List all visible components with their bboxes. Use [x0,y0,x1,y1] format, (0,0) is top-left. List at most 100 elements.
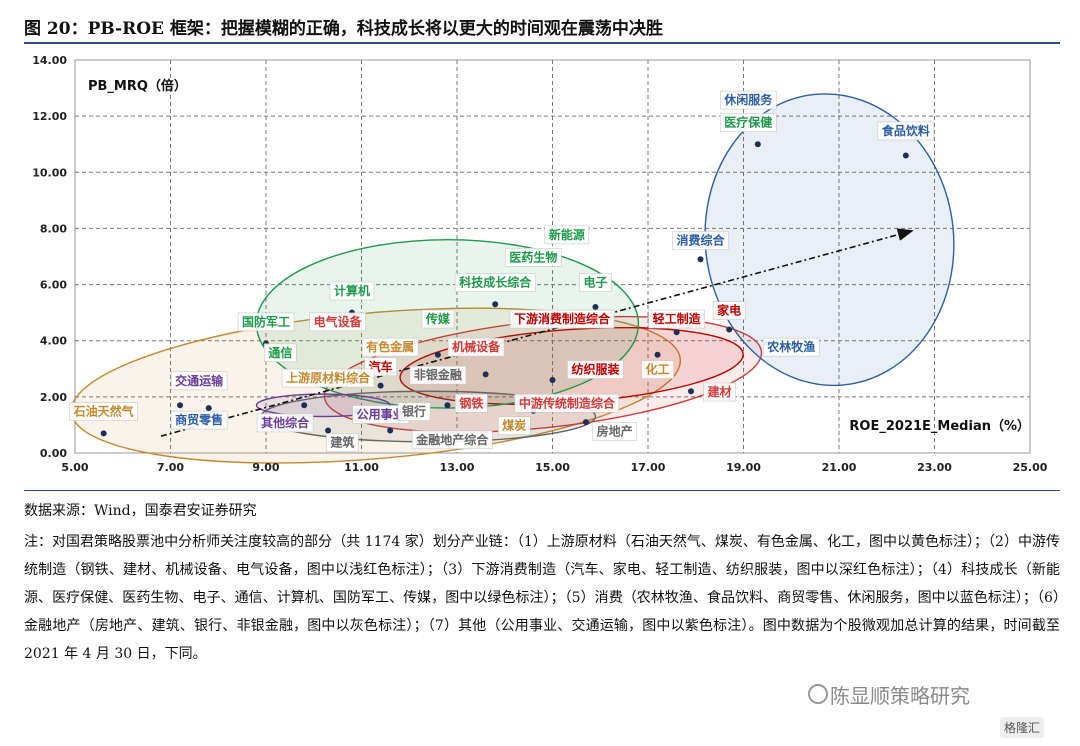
y-tick-label: 6.00 [40,279,67,292]
data-label: 金融地产综合 [415,432,489,447]
data-point [592,304,599,311]
data-label-box [544,225,590,245]
data-label-box [762,337,820,357]
x-tick-label: 25.00 [1013,461,1048,474]
data-point [377,382,384,389]
data-point [444,402,451,409]
data-label: 石油天然气 [73,404,134,419]
data-label-box [411,430,493,450]
data-label: 家电 [717,303,741,318]
footnote: 注：对国君策略股票池中分析师关注度较高的部分（共 1174 家）划分产业链：（1… [24,534,1060,662]
data-label: 通信 [268,345,292,360]
data-point [205,405,212,412]
x-tick-label: 13.00 [440,461,475,474]
data-label-box [170,371,228,391]
data-label-box [505,248,562,267]
pb-roe-scatter-chart: 5.00 7.00 9.00 11.00 13.00 15.00 17.00 19.00 21.… [32,54,1048,474]
y-tick-label: 8.00 [40,222,67,235]
data-label: 纺织服装 [571,362,619,377]
data-label-box [497,416,531,436]
data-label-box [454,273,536,292]
data-label: 银行 [402,404,426,419]
data-point [654,351,661,358]
x-tick-label: 7.00 [157,461,184,474]
data-label-box [641,360,674,379]
data-point [902,152,909,159]
data-label: 休闲服务 [723,92,773,107]
data-point [482,371,489,378]
data-label: 房地产 [597,423,633,438]
data-point [434,351,441,358]
data-label-box [237,312,295,332]
data-label: 钢铁 [459,395,483,410]
data-label-box [579,273,612,292]
data-point [492,301,499,308]
data-label-box [329,281,375,301]
y-tick-label: 0.00 [40,447,67,460]
data-label: 上游原材料综合 [286,370,371,385]
data-label: 有色金属 [366,339,414,354]
data-point [726,326,733,333]
data-label: 医疗保健 [724,115,773,130]
data-label-box [712,301,746,320]
data-label: 医药生物 [509,249,557,264]
data-point [177,402,184,409]
x-tick-label: 23.00 [917,461,952,474]
data-label: 非银金融 [414,367,462,382]
y-tick-label: 12.00 [32,110,67,123]
data-label-box [455,393,488,413]
y-tick-label: 14.00 [32,54,67,67]
data-point [325,427,332,434]
data-label: 计算机 [334,283,370,298]
data-label: 传媒 [425,311,451,326]
y-tick-label: 10.00 [32,166,67,179]
x-tick-label: 15.00 [535,461,570,474]
data-point [697,256,704,263]
wechat-icon [808,684,828,704]
data-label: 电子 [583,275,607,290]
data-label-box [703,382,736,402]
data-label-box [719,113,777,132]
data-label: 消费综合 [677,232,726,247]
x-tick-label: 5.00 [61,461,88,474]
data-label: 中游传统制造综合 [519,395,616,410]
data-point [673,329,680,336]
data-label-box [326,433,359,452]
bottom-rule [24,490,1060,491]
x-axis-label: ROE_2021E_Median（%） [849,418,1030,434]
data-label: 下游消费制造综合 [514,311,611,326]
data-label-box [719,90,777,110]
data-label-box [309,312,366,332]
data-label-box [567,360,624,379]
x-tick-label: 11.00 [344,461,379,474]
data-point [582,419,589,426]
x-tick-label: 9.00 [252,461,279,474]
data-label-box [514,393,620,413]
data-label-box [648,309,705,329]
data-label-box [672,231,729,250]
data-label: 电气设备 [314,314,363,329]
data-source: 数据来源：Wind，国泰君安证券研究 [24,503,257,519]
data-label-box [509,309,615,329]
data-label: 公用事业 [357,407,405,422]
data-label: 煤炭 [502,418,526,433]
y-tick-label: 4.00 [40,335,67,348]
x-tick-label: 21.00 [822,461,857,474]
data-label-box [69,402,138,422]
data-point [549,377,556,384]
data-label: 建材 [707,384,732,399]
data-label-box [397,402,431,422]
data-label: 国防军工 [242,314,290,329]
y-tick-label: 2.00 [40,391,67,404]
data-label: 其他综合 [261,415,310,430]
data-label-box [256,413,314,433]
data-label: 新能源 [549,227,585,242]
data-label: 汽车 [369,359,393,374]
data-label-box [447,337,505,357]
x-tick-label: 17.00 [631,461,666,474]
data-point [387,427,394,434]
figure-title: 图 20：PB-ROE 框架：把握模糊的正确，科技成长将以更大的时间观在震荡中决… [24,19,663,39]
data-label: 机械设备 [452,339,501,354]
ellipse-consumer [704,93,955,387]
